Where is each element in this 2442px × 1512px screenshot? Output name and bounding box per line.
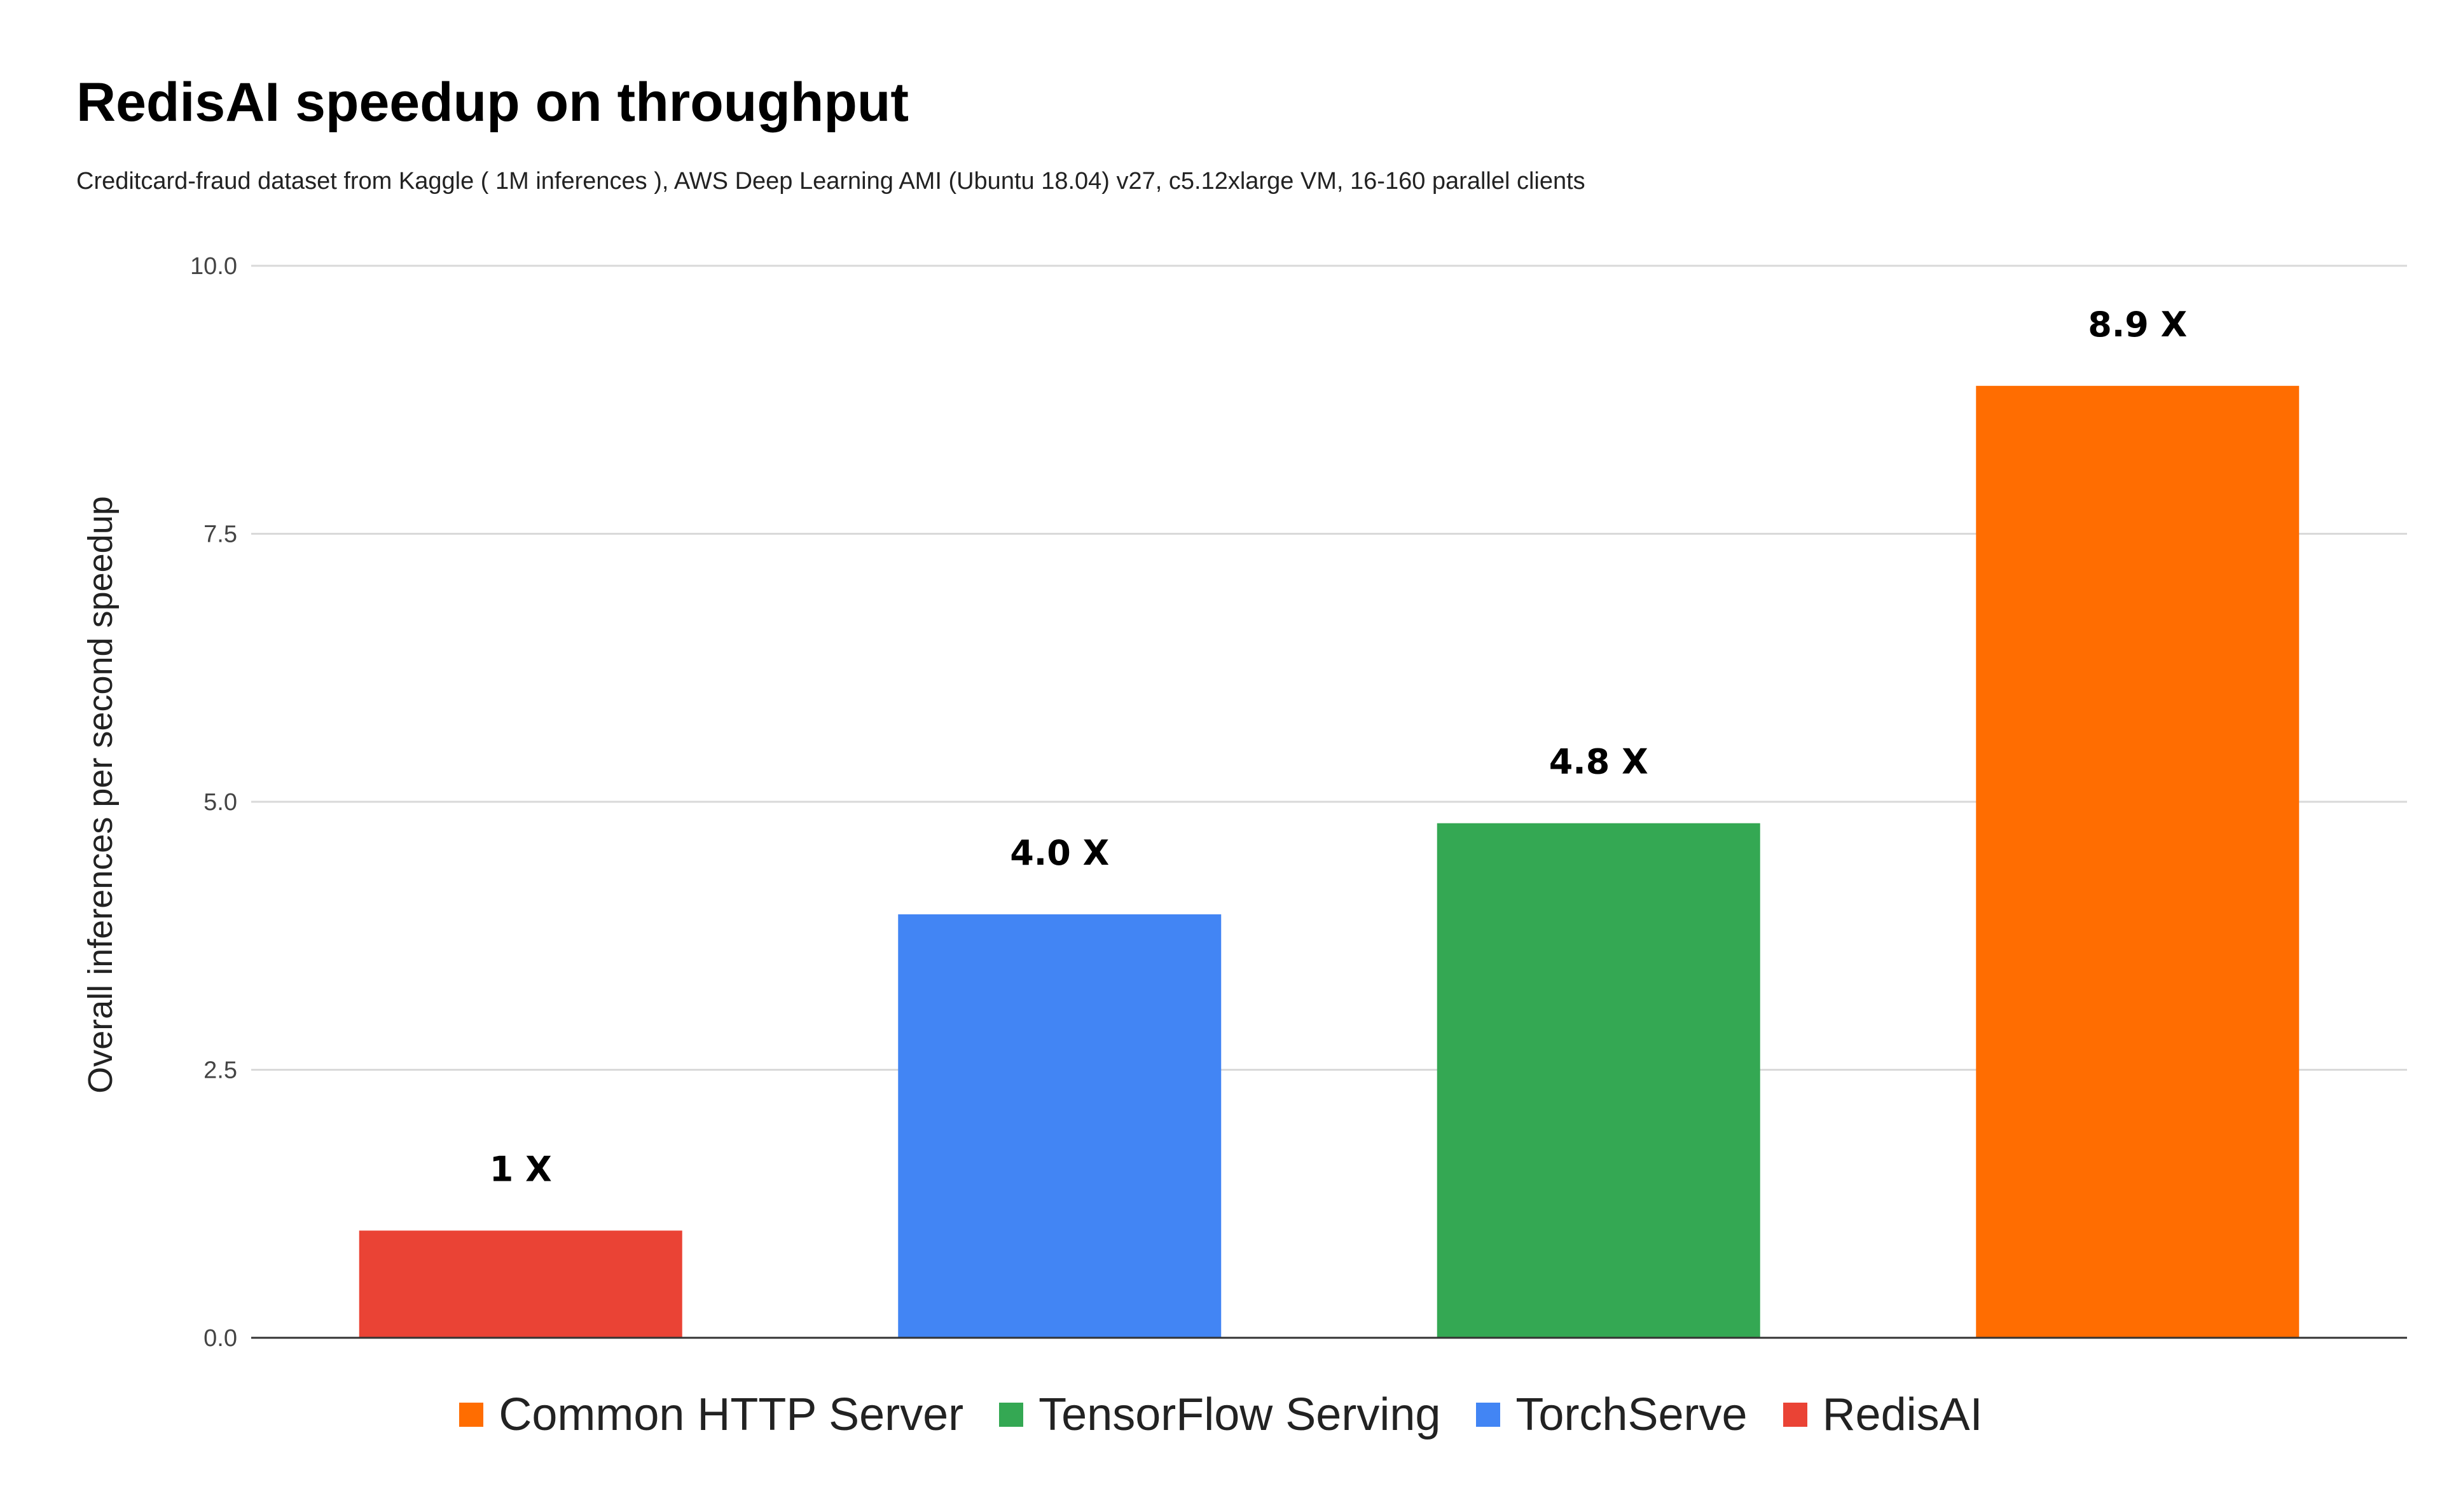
- y-tick-label: 10.0: [190, 253, 237, 280]
- bars: [359, 385, 2300, 1338]
- legend-item: TensorFlow Serving: [999, 1392, 1440, 1438]
- legend-swatch: [1476, 1403, 1501, 1427]
- chart-title: RedisAI speedup on throughput: [76, 72, 909, 133]
- bar-value-label: 4.8 X: [1549, 742, 1648, 782]
- bar-value-label: 8.9 X: [2088, 305, 2187, 345]
- legend-swatch: [999, 1403, 1024, 1427]
- bar-value-label: 1 X: [490, 1149, 552, 1189]
- y-tick-label: 5.0: [204, 789, 237, 816]
- legend-label: TorchServe: [1515, 1389, 1748, 1440]
- bar-value-label: 4.0 X: [1010, 833, 1109, 873]
- chart-subtitle: Creditcard-fraud dataset from Kaggle ( 1…: [76, 168, 1585, 195]
- y-tick-labels: 0.0 2.5 5.0 7.5 10.0: [190, 253, 237, 1352]
- legend-label: RedisAI: [1822, 1389, 1983, 1440]
- bar-value-labels: 1 X 4.0 X 4.8 X 8.9 X: [490, 305, 2188, 1190]
- legend-item: RedisAI: [1783, 1392, 1983, 1438]
- bar-tensorflow-serving: [1437, 823, 1760, 1338]
- legend-swatch: [459, 1403, 484, 1427]
- bar-torchserve: [898, 914, 1222, 1338]
- legend: Common HTTP Server TensorFlow Serving Torc…: [0, 1386, 2442, 1443]
- legend-item: Common HTTP Server: [459, 1392, 963, 1438]
- legend-item: TorchServe: [1476, 1389, 1748, 1440]
- legend-label: Common HTTP Server: [499, 1389, 964, 1440]
- legend-swatch: [1783, 1403, 1807, 1427]
- y-tick-label: 7.5: [204, 521, 237, 548]
- bar-redisai: [359, 1230, 682, 1338]
- y-tick-label: 2.5: [204, 1057, 237, 1084]
- legend-label: TensorFlow Serving: [1038, 1389, 1441, 1440]
- bar-common-http-server: [1976, 385, 2300, 1338]
- y-tick-label: 0.0: [204, 1325, 237, 1352]
